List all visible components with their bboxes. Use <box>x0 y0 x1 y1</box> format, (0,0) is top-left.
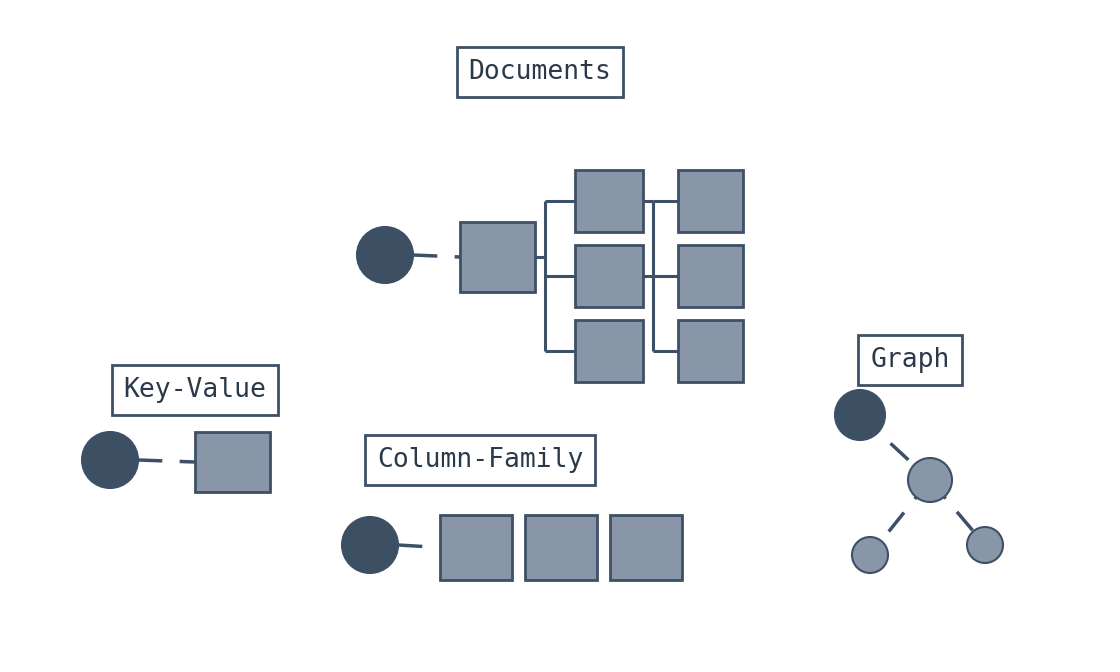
Circle shape <box>82 432 138 488</box>
FancyBboxPatch shape <box>575 245 643 307</box>
Circle shape <box>342 517 398 573</box>
Circle shape <box>836 390 885 440</box>
Text: Key-Value: Key-Value <box>123 377 267 403</box>
FancyBboxPatch shape <box>575 320 643 382</box>
FancyBboxPatch shape <box>575 170 643 232</box>
FancyBboxPatch shape <box>610 515 682 580</box>
FancyBboxPatch shape <box>440 515 512 580</box>
FancyBboxPatch shape <box>678 320 743 382</box>
FancyBboxPatch shape <box>460 222 535 292</box>
FancyBboxPatch shape <box>678 245 743 307</box>
Circle shape <box>967 527 1004 563</box>
Text: Graph: Graph <box>870 347 950 373</box>
FancyBboxPatch shape <box>678 170 743 232</box>
Circle shape <box>357 227 413 283</box>
FancyBboxPatch shape <box>195 432 270 492</box>
Circle shape <box>908 458 952 502</box>
Text: Documents: Documents <box>468 59 612 85</box>
Text: Column-Family: Column-Family <box>376 447 584 473</box>
FancyBboxPatch shape <box>525 515 597 580</box>
Circle shape <box>852 537 888 573</box>
